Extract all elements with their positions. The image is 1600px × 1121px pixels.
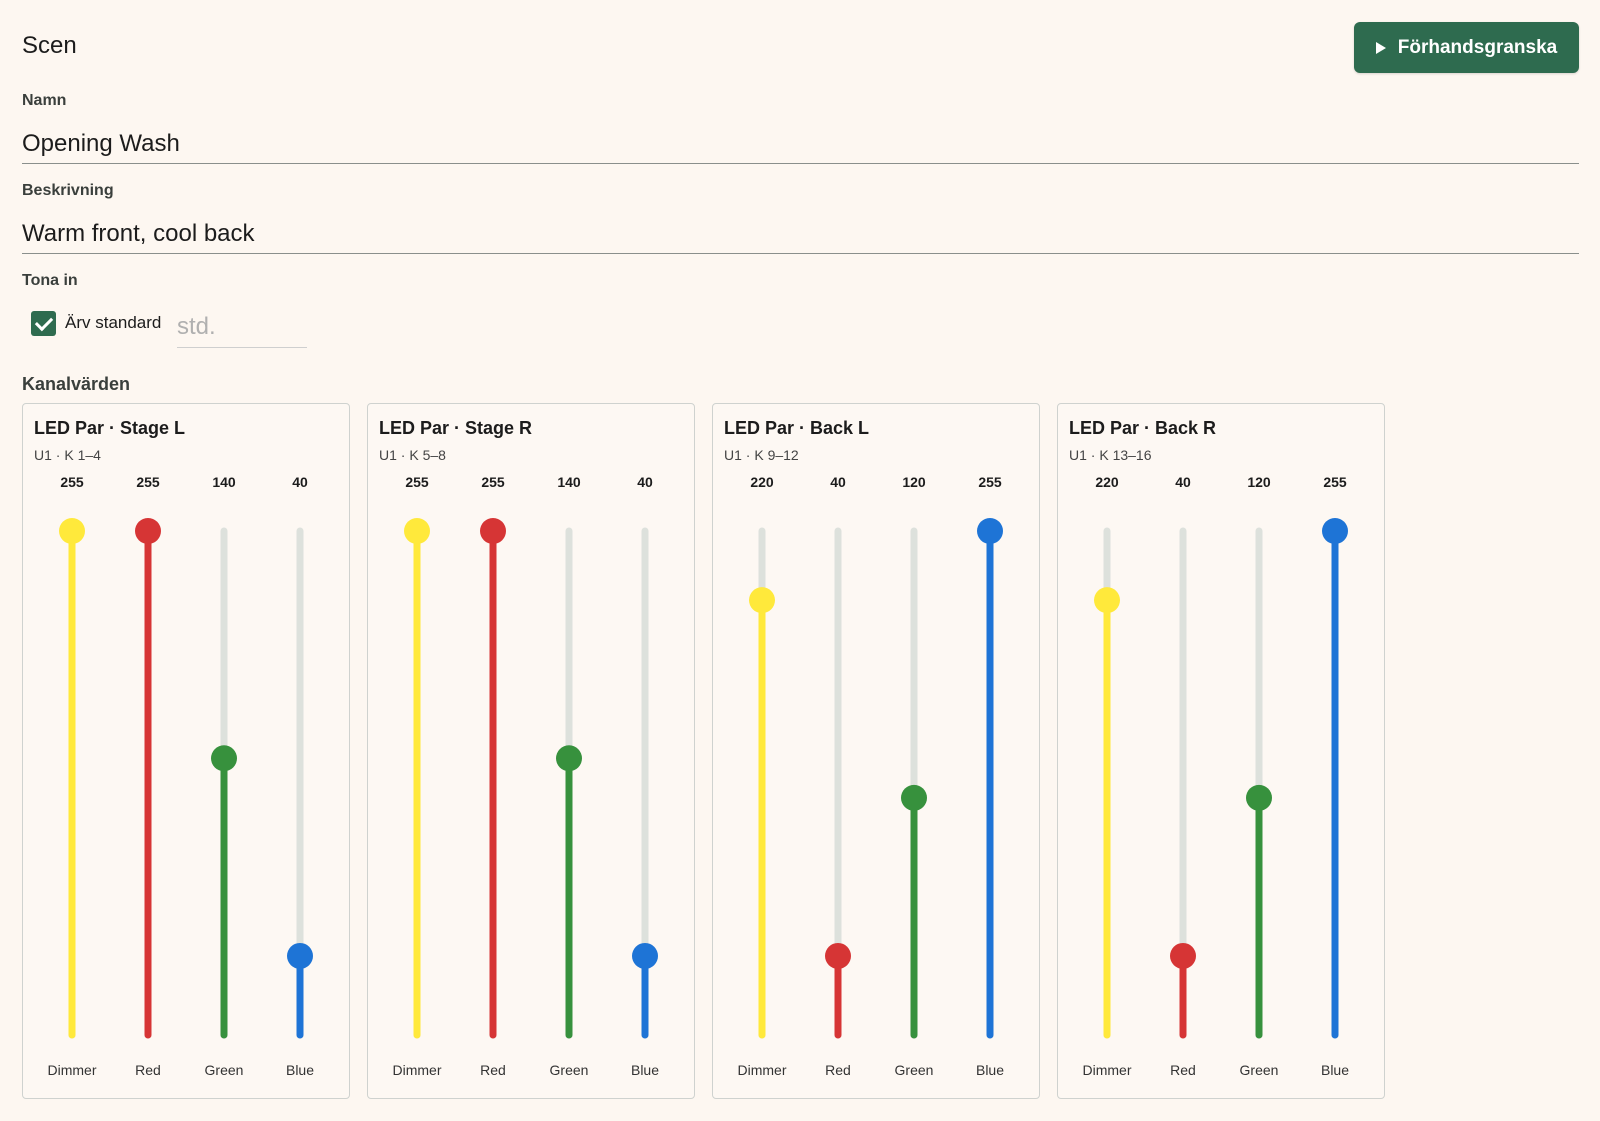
channel-sliders: 255 Dimmer 255 Red 140 Green 40 Blue <box>393 474 660 1078</box>
channel-label: Red <box>480 1062 506 1078</box>
channel-slider-dimmer[interactable]: 220 Dimmer <box>1083 474 1132 1078</box>
slider-thumb[interactable] <box>480 518 506 544</box>
channel-slider-red[interactable]: 255 Red <box>480 474 506 1078</box>
slider-thumb[interactable] <box>632 942 658 969</box>
fade-in-input[interactable] <box>177 306 307 348</box>
channel-label: Red <box>135 1062 161 1078</box>
channel-slider-blue[interactable]: 255 Blue <box>1321 474 1349 1078</box>
channel-label: Blue <box>1321 1062 1349 1078</box>
channel-value: 255 <box>405 474 429 490</box>
slider-thumb[interactable] <box>211 745 237 772</box>
fixture-name: LED Par · Back R <box>1069 418 1217 438</box>
slider-thumb[interactable] <box>1094 587 1120 614</box>
fade-in-label: Tona in <box>22 272 78 289</box>
slider-thumb[interactable] <box>404 518 430 544</box>
channel-value: 255 <box>60 474 84 490</box>
fixture-address: U1 · K 13–16 <box>1069 447 1152 463</box>
channel-label: Dimmer <box>738 1062 787 1078</box>
fixture-name: LED Par · Stage R <box>379 418 533 438</box>
page-title: Scen <box>22 32 77 59</box>
slider-thumb[interactable] <box>1246 784 1272 811</box>
slider-thumb[interactable] <box>1170 942 1196 969</box>
slider-thumb[interactable] <box>749 587 775 614</box>
channel-value: 120 <box>1247 474 1271 490</box>
channel-sliders: 220 Dimmer 40 Red 120 Green 255 Blue <box>1083 474 1350 1078</box>
channel-label: Green <box>205 1062 244 1078</box>
fixture-name: LED Par · Stage L <box>34 418 186 438</box>
fixture-card: LED Par · Stage R U1 · K 5–8 255 Dimmer 255 R… <box>367 403 695 1099</box>
channel-label: Red <box>1170 1062 1196 1078</box>
slider-thumb[interactable] <box>556 745 582 772</box>
channel-slider-green[interactable]: 120 Green <box>1240 474 1279 1078</box>
channel-slider-dimmer[interactable]: 255 Dimmer <box>48 474 97 1078</box>
preview-button-label: Förhandsgranska <box>1397 36 1558 58</box>
name-input[interactable] <box>22 124 1579 164</box>
channel-label: Blue <box>631 1062 659 1078</box>
description-label: Beskrivning <box>22 182 114 199</box>
channel-slider-blue[interactable]: 40 Blue <box>631 474 659 1078</box>
inherit-default-label: Ärv standard <box>65 313 162 332</box>
channel-value: 40 <box>637 474 653 490</box>
name-label: Namn <box>22 92 67 109</box>
channel-values-label: Kanalvärden <box>22 374 131 394</box>
description-input[interactable] <box>22 214 1579 254</box>
channel-value: 220 <box>750 474 774 490</box>
channel-label: Dimmer <box>1083 1062 1132 1078</box>
channel-slider-green[interactable]: 120 Green <box>895 474 934 1078</box>
channel-sliders: 255 Dimmer 255 Red 140 Green 40 Blue <box>48 474 315 1078</box>
channel-value: 140 <box>212 474 236 490</box>
slider-thumb[interactable] <box>825 942 851 969</box>
channel-label: Dimmer <box>48 1062 97 1078</box>
channel-label: Green <box>895 1062 934 1078</box>
slider-thumb[interactable] <box>287 942 313 969</box>
channel-slider-blue[interactable]: 255 Blue <box>976 474 1004 1078</box>
channel-value: 40 <box>292 474 308 490</box>
fixture-card: LED Par · Back R U1 · K 13–16 220 Dimmer 40 R… <box>1057 403 1385 1099</box>
play-icon <box>1375 41 1386 54</box>
fixture-card: LED Par · Stage L U1 · K 1–4 255 Dimmer 255 R… <box>22 403 350 1099</box>
channel-slider-green[interactable]: 140 Green <box>550 474 589 1078</box>
channel-value: 40 <box>1175 474 1191 490</box>
fixture-address: U1 · K 1–4 <box>34 447 101 463</box>
channel-value: 255 <box>481 474 505 490</box>
channel-value: 120 <box>902 474 926 490</box>
channel-slider-dimmer[interactable]: 220 Dimmer <box>738 474 787 1078</box>
channel-value: 255 <box>136 474 160 490</box>
channel-label: Green <box>1240 1062 1279 1078</box>
channel-slider-red[interactable]: 255 Red <box>135 474 161 1078</box>
slider-thumb[interactable] <box>901 784 927 811</box>
channel-value: 40 <box>830 474 846 490</box>
channel-slider-red[interactable]: 40 Red <box>825 474 851 1078</box>
channel-value: 255 <box>978 474 1002 490</box>
channel-slider-red[interactable]: 40 Red <box>1170 474 1196 1078</box>
slider-thumb[interactable] <box>135 518 161 544</box>
fixture-card: LED Par · Back L U1 · K 9–12 220 Dimmer 40 Re… <box>712 403 1040 1099</box>
inherit-default-checkbox[interactable] <box>31 311 56 336</box>
slider-thumb[interactable] <box>977 518 1003 544</box>
slider-thumb[interactable] <box>59 518 85 544</box>
channel-label: Green <box>550 1062 589 1078</box>
channel-sliders: 220 Dimmer 40 Red 120 Green 255 Blue <box>738 474 1005 1078</box>
fixture-name: LED Par · Back L <box>724 418 870 438</box>
channel-slider-blue[interactable]: 40 Blue <box>286 474 314 1078</box>
preview-button[interactable]: Förhandsgranska <box>1354 22 1579 73</box>
channel-label: Red <box>825 1062 851 1078</box>
channel-slider-green[interactable]: 140 Green <box>205 474 244 1078</box>
fixture-address: U1 · K 9–12 <box>724 447 799 463</box>
channel-label: Blue <box>976 1062 1004 1078</box>
channel-label: Dimmer <box>393 1062 442 1078</box>
channel-slider-dimmer[interactable]: 255 Dimmer <box>393 474 442 1078</box>
slider-thumb[interactable] <box>1322 518 1348 544</box>
channel-value: 140 <box>557 474 581 490</box>
fixture-address: U1 · K 5–8 <box>379 447 446 463</box>
channel-value: 255 <box>1323 474 1347 490</box>
channel-value: 220 <box>1095 474 1119 490</box>
channel-label: Blue <box>286 1062 314 1078</box>
